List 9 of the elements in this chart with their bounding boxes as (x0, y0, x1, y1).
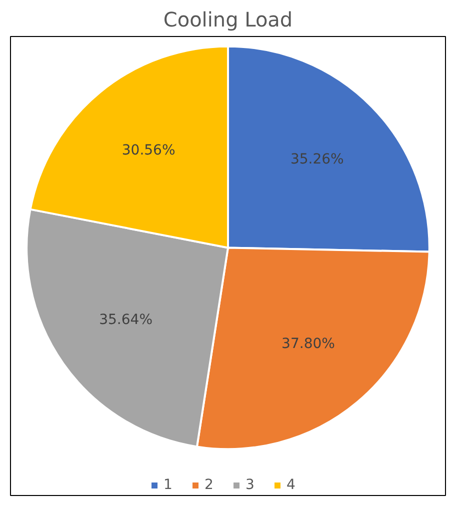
data-label: 35.64% (99, 312, 153, 328)
chart-title: Cooling Load (163, 8, 293, 32)
data-label: 37.80% (282, 336, 335, 352)
legend-label: 2 (204, 477, 214, 493)
legend-label: 1 (164, 477, 174, 493)
data-label: 35.26% (290, 152, 344, 168)
legend-label: 4 (286, 477, 296, 493)
legend-label: 3 (246, 477, 256, 493)
data-label: 30.56% (122, 142, 176, 159)
